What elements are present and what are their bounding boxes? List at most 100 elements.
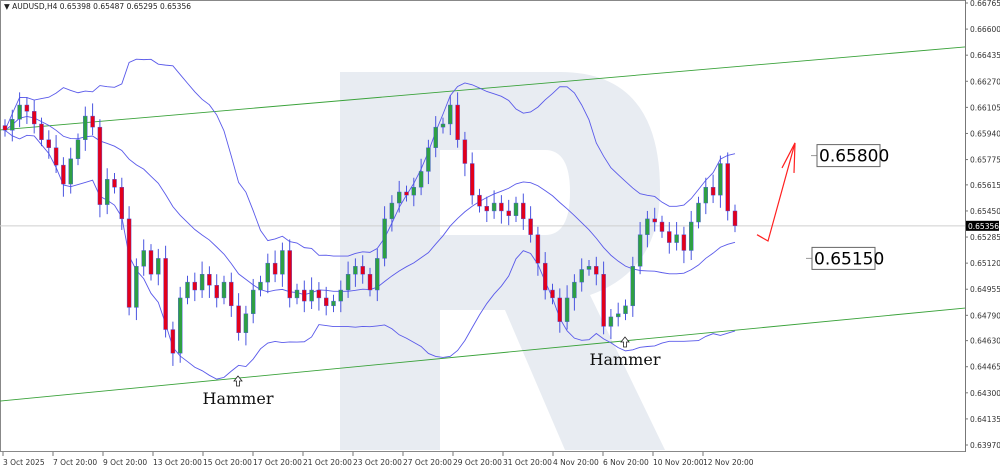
x-tick-label: 7 Oct 20:00 bbox=[53, 458, 97, 467]
bear-candle-body bbox=[455, 104, 460, 140]
bear-candle-body bbox=[214, 285, 219, 299]
bull-candle-body bbox=[345, 274, 351, 291]
candle bbox=[75, 133, 81, 166]
candle bbox=[39, 117, 44, 147]
candle bbox=[17, 92, 22, 128]
candle bbox=[10, 109, 15, 142]
x-tick-label: 15 Oct 20:00 bbox=[203, 458, 252, 467]
candle bbox=[367, 267, 373, 297]
bear-candle-body bbox=[2, 125, 8, 131]
bull-candle-body bbox=[258, 281, 263, 291]
candle bbox=[513, 196, 519, 223]
level-label: 0.65150 bbox=[814, 249, 884, 269]
candle bbox=[324, 286, 329, 316]
candle bbox=[126, 206, 132, 316]
candle bbox=[236, 293, 241, 341]
bull-candle-body bbox=[221, 281, 227, 299]
bear-candle-body bbox=[477, 194, 482, 207]
bull-candle-body bbox=[338, 289, 343, 302]
candle bbox=[214, 274, 219, 308]
candle bbox=[564, 285, 570, 330]
x-tick-label: 31 Oct 20:00 bbox=[503, 458, 552, 467]
candle bbox=[710, 174, 716, 204]
candle bbox=[156, 248, 161, 286]
bear-candle-body bbox=[659, 221, 665, 232]
bull-candle-body bbox=[616, 313, 621, 318]
y-tick-label: 0.65775 bbox=[970, 156, 1000, 165]
x-tick-label: 17 Oct 20:00 bbox=[253, 458, 302, 467]
dropdown-triangle-icon[interactable]: ▼ bbox=[4, 2, 10, 11]
bear-candle-body bbox=[404, 191, 409, 196]
bear-candle-body bbox=[535, 234, 541, 264]
y-tick-label: 0.64465 bbox=[970, 363, 1000, 372]
bear-candle-body bbox=[652, 218, 657, 223]
bear-candle-body bbox=[39, 123, 44, 140]
y-tick-label: 0.66105 bbox=[970, 103, 1000, 112]
bear-candle-body bbox=[710, 187, 716, 196]
candle bbox=[404, 185, 409, 202]
candle bbox=[550, 283, 555, 305]
candle bbox=[163, 245, 168, 338]
x-tick-label: 4 Nov 20:00 bbox=[553, 458, 599, 467]
bear-candle-body bbox=[229, 281, 234, 307]
y-tick-label: 0.64630 bbox=[970, 337, 1000, 346]
bull-candle-body bbox=[134, 266, 139, 308]
candle bbox=[506, 199, 511, 226]
bull-candle-body bbox=[141, 250, 146, 267]
bull-candle-body bbox=[243, 313, 249, 333]
candle bbox=[616, 302, 621, 327]
level-box bbox=[816, 144, 881, 168]
candle bbox=[681, 226, 687, 264]
bull-candle-body bbox=[10, 119, 15, 131]
candle bbox=[645, 210, 650, 248]
bull-candle-body bbox=[280, 250, 285, 275]
chart-header: ▼ AUDUSD,H4 0.65398 0.65487 0.65295 0.65… bbox=[4, 2, 191, 11]
candle bbox=[32, 100, 37, 134]
bear-candle-body bbox=[302, 289, 307, 302]
y-tick-label: 0.63970 bbox=[970, 441, 1000, 450]
symbol-label: AUDUSD,H4 bbox=[12, 2, 58, 11]
bear-candle-body bbox=[732, 210, 738, 227]
candle bbox=[280, 242, 285, 287]
candle bbox=[389, 195, 395, 232]
candle bbox=[24, 97, 30, 124]
bull-candle-body bbox=[440, 123, 446, 128]
y-axis: 0.66765 0.66600 0.66435 0.66270 0.66105 0.659… bbox=[965, 0, 1000, 452]
level-box bbox=[811, 246, 876, 270]
trend-channel bbox=[0, 46, 966, 402]
bull-candle-body bbox=[645, 218, 650, 235]
ohlc-values: 0.65398 0.65487 0.65295 0.65356 bbox=[59, 2, 191, 11]
bear-candle-body bbox=[126, 218, 132, 308]
bear-candle-body bbox=[192, 281, 198, 291]
bear-candle-body bbox=[470, 163, 475, 196]
bull-candle-body bbox=[397, 191, 402, 204]
candle bbox=[229, 272, 234, 317]
y-tick-label: 0.65120 bbox=[970, 259, 1000, 268]
bull-candle-body bbox=[185, 281, 190, 299]
candle bbox=[462, 131, 468, 177]
candle bbox=[345, 261, 351, 298]
bear-candle-body bbox=[112, 179, 117, 188]
y-tick-label: 0.65450 bbox=[970, 207, 1000, 216]
hammer-label: Hammer bbox=[590, 350, 661, 369]
candle bbox=[491, 190, 497, 219]
candle bbox=[586, 259, 592, 276]
y-tick-label: 0.66765 bbox=[970, 0, 1000, 8]
candle bbox=[484, 196, 489, 223]
bear-candle-body bbox=[667, 231, 672, 243]
bollinger-lower-band bbox=[4, 129, 736, 380]
candle bbox=[667, 222, 672, 254]
candle bbox=[703, 177, 708, 215]
bear-candle-body bbox=[528, 218, 533, 235]
hammer-label: Hammer bbox=[203, 389, 274, 408]
candle bbox=[119, 177, 125, 230]
y-tick-label: 0.64790 bbox=[970, 311, 1000, 320]
bull-candle-body bbox=[83, 115, 88, 140]
y-tick-label: 0.65940 bbox=[970, 129, 1000, 138]
hammer-annotation: Hammer bbox=[203, 375, 274, 408]
bear-candle-body bbox=[53, 147, 59, 166]
candle bbox=[272, 250, 278, 283]
candle bbox=[46, 130, 51, 159]
bear-candle-body bbox=[681, 234, 687, 251]
